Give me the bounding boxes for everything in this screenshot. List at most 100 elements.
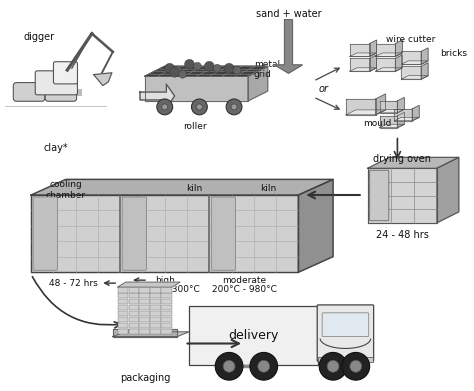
Bar bbox=[150, 305, 161, 310]
Polygon shape bbox=[375, 94, 385, 115]
FancyBboxPatch shape bbox=[54, 62, 77, 84]
Circle shape bbox=[226, 99, 242, 115]
Bar bbox=[128, 317, 139, 322]
Text: delivery: delivery bbox=[228, 329, 279, 342]
Bar bbox=[139, 311, 150, 316]
Bar bbox=[190, 306, 318, 365]
Bar bbox=[128, 305, 139, 310]
Polygon shape bbox=[350, 43, 370, 56]
Bar bbox=[128, 293, 139, 298]
Text: mould: mould bbox=[364, 119, 392, 128]
Circle shape bbox=[162, 104, 168, 110]
Polygon shape bbox=[31, 179, 333, 195]
Polygon shape bbox=[370, 55, 377, 71]
Text: packaging: packaging bbox=[120, 373, 170, 383]
Polygon shape bbox=[350, 53, 377, 56]
Circle shape bbox=[157, 99, 173, 115]
Polygon shape bbox=[248, 66, 268, 101]
Bar bbox=[33, 89, 82, 95]
FancyBboxPatch shape bbox=[317, 305, 374, 361]
Circle shape bbox=[179, 70, 187, 78]
Bar bbox=[150, 299, 161, 305]
Bar bbox=[161, 329, 172, 334]
Bar bbox=[150, 329, 161, 334]
Bar bbox=[139, 329, 150, 334]
Polygon shape bbox=[346, 110, 385, 115]
Bar bbox=[161, 323, 172, 328]
Bar bbox=[161, 287, 172, 292]
Text: bricks: bricks bbox=[440, 49, 467, 58]
Text: roller: roller bbox=[182, 122, 206, 131]
Bar bbox=[161, 299, 172, 305]
Polygon shape bbox=[370, 40, 377, 56]
Polygon shape bbox=[145, 66, 268, 76]
Polygon shape bbox=[380, 109, 404, 113]
Circle shape bbox=[342, 352, 370, 380]
Polygon shape bbox=[299, 179, 333, 272]
Text: or: or bbox=[318, 84, 328, 94]
Text: 48 - 72 hrs: 48 - 72 hrs bbox=[49, 279, 98, 288]
Bar bbox=[161, 317, 172, 322]
Bar bbox=[139, 299, 150, 305]
Polygon shape bbox=[375, 68, 402, 71]
Polygon shape bbox=[113, 329, 177, 337]
Bar bbox=[150, 287, 161, 292]
Bar bbox=[118, 305, 128, 310]
Polygon shape bbox=[401, 76, 428, 79]
Polygon shape bbox=[397, 112, 404, 128]
Polygon shape bbox=[94, 73, 112, 86]
Circle shape bbox=[319, 352, 347, 380]
Bar bbox=[118, 329, 128, 334]
Text: moderate: moderate bbox=[222, 276, 266, 285]
Polygon shape bbox=[380, 116, 397, 128]
Bar bbox=[150, 311, 161, 316]
Circle shape bbox=[165, 63, 174, 73]
Circle shape bbox=[233, 66, 241, 74]
Polygon shape bbox=[375, 43, 395, 56]
Circle shape bbox=[350, 361, 362, 372]
Polygon shape bbox=[375, 53, 402, 56]
Bar bbox=[161, 293, 172, 298]
Polygon shape bbox=[380, 101, 397, 113]
Bar bbox=[139, 287, 150, 292]
Circle shape bbox=[170, 67, 180, 77]
Circle shape bbox=[231, 104, 237, 110]
Bar bbox=[128, 311, 139, 316]
Bar bbox=[150, 293, 161, 298]
Bar bbox=[161, 311, 172, 316]
Polygon shape bbox=[437, 158, 459, 223]
Polygon shape bbox=[395, 55, 402, 71]
Bar bbox=[118, 299, 128, 305]
Polygon shape bbox=[31, 195, 299, 272]
Circle shape bbox=[196, 104, 202, 110]
Text: 870°C - 1300°C: 870°C - 1300°C bbox=[129, 285, 200, 294]
Circle shape bbox=[215, 352, 243, 380]
Text: kiln: kiln bbox=[261, 184, 277, 193]
Polygon shape bbox=[346, 99, 375, 115]
Circle shape bbox=[223, 361, 235, 372]
Circle shape bbox=[213, 65, 221, 72]
Bar bbox=[161, 305, 172, 310]
Polygon shape bbox=[421, 48, 428, 65]
Bar bbox=[150, 323, 161, 328]
Polygon shape bbox=[140, 84, 174, 108]
FancyBboxPatch shape bbox=[13, 83, 45, 101]
Polygon shape bbox=[375, 58, 395, 71]
Circle shape bbox=[258, 361, 270, 372]
Text: cooling
chamber: cooling chamber bbox=[46, 180, 86, 200]
Polygon shape bbox=[145, 76, 248, 101]
Circle shape bbox=[250, 352, 278, 380]
FancyBboxPatch shape bbox=[35, 71, 77, 95]
Circle shape bbox=[327, 361, 339, 372]
Polygon shape bbox=[350, 58, 370, 71]
Bar bbox=[139, 305, 150, 310]
Bar bbox=[139, 293, 150, 298]
Polygon shape bbox=[394, 109, 412, 121]
Polygon shape bbox=[401, 52, 421, 65]
Polygon shape bbox=[368, 158, 459, 168]
Circle shape bbox=[173, 66, 182, 74]
Polygon shape bbox=[380, 124, 404, 128]
FancyBboxPatch shape bbox=[370, 170, 389, 221]
Bar bbox=[118, 317, 128, 322]
Text: 24 - 48 hrs: 24 - 48 hrs bbox=[376, 230, 429, 240]
